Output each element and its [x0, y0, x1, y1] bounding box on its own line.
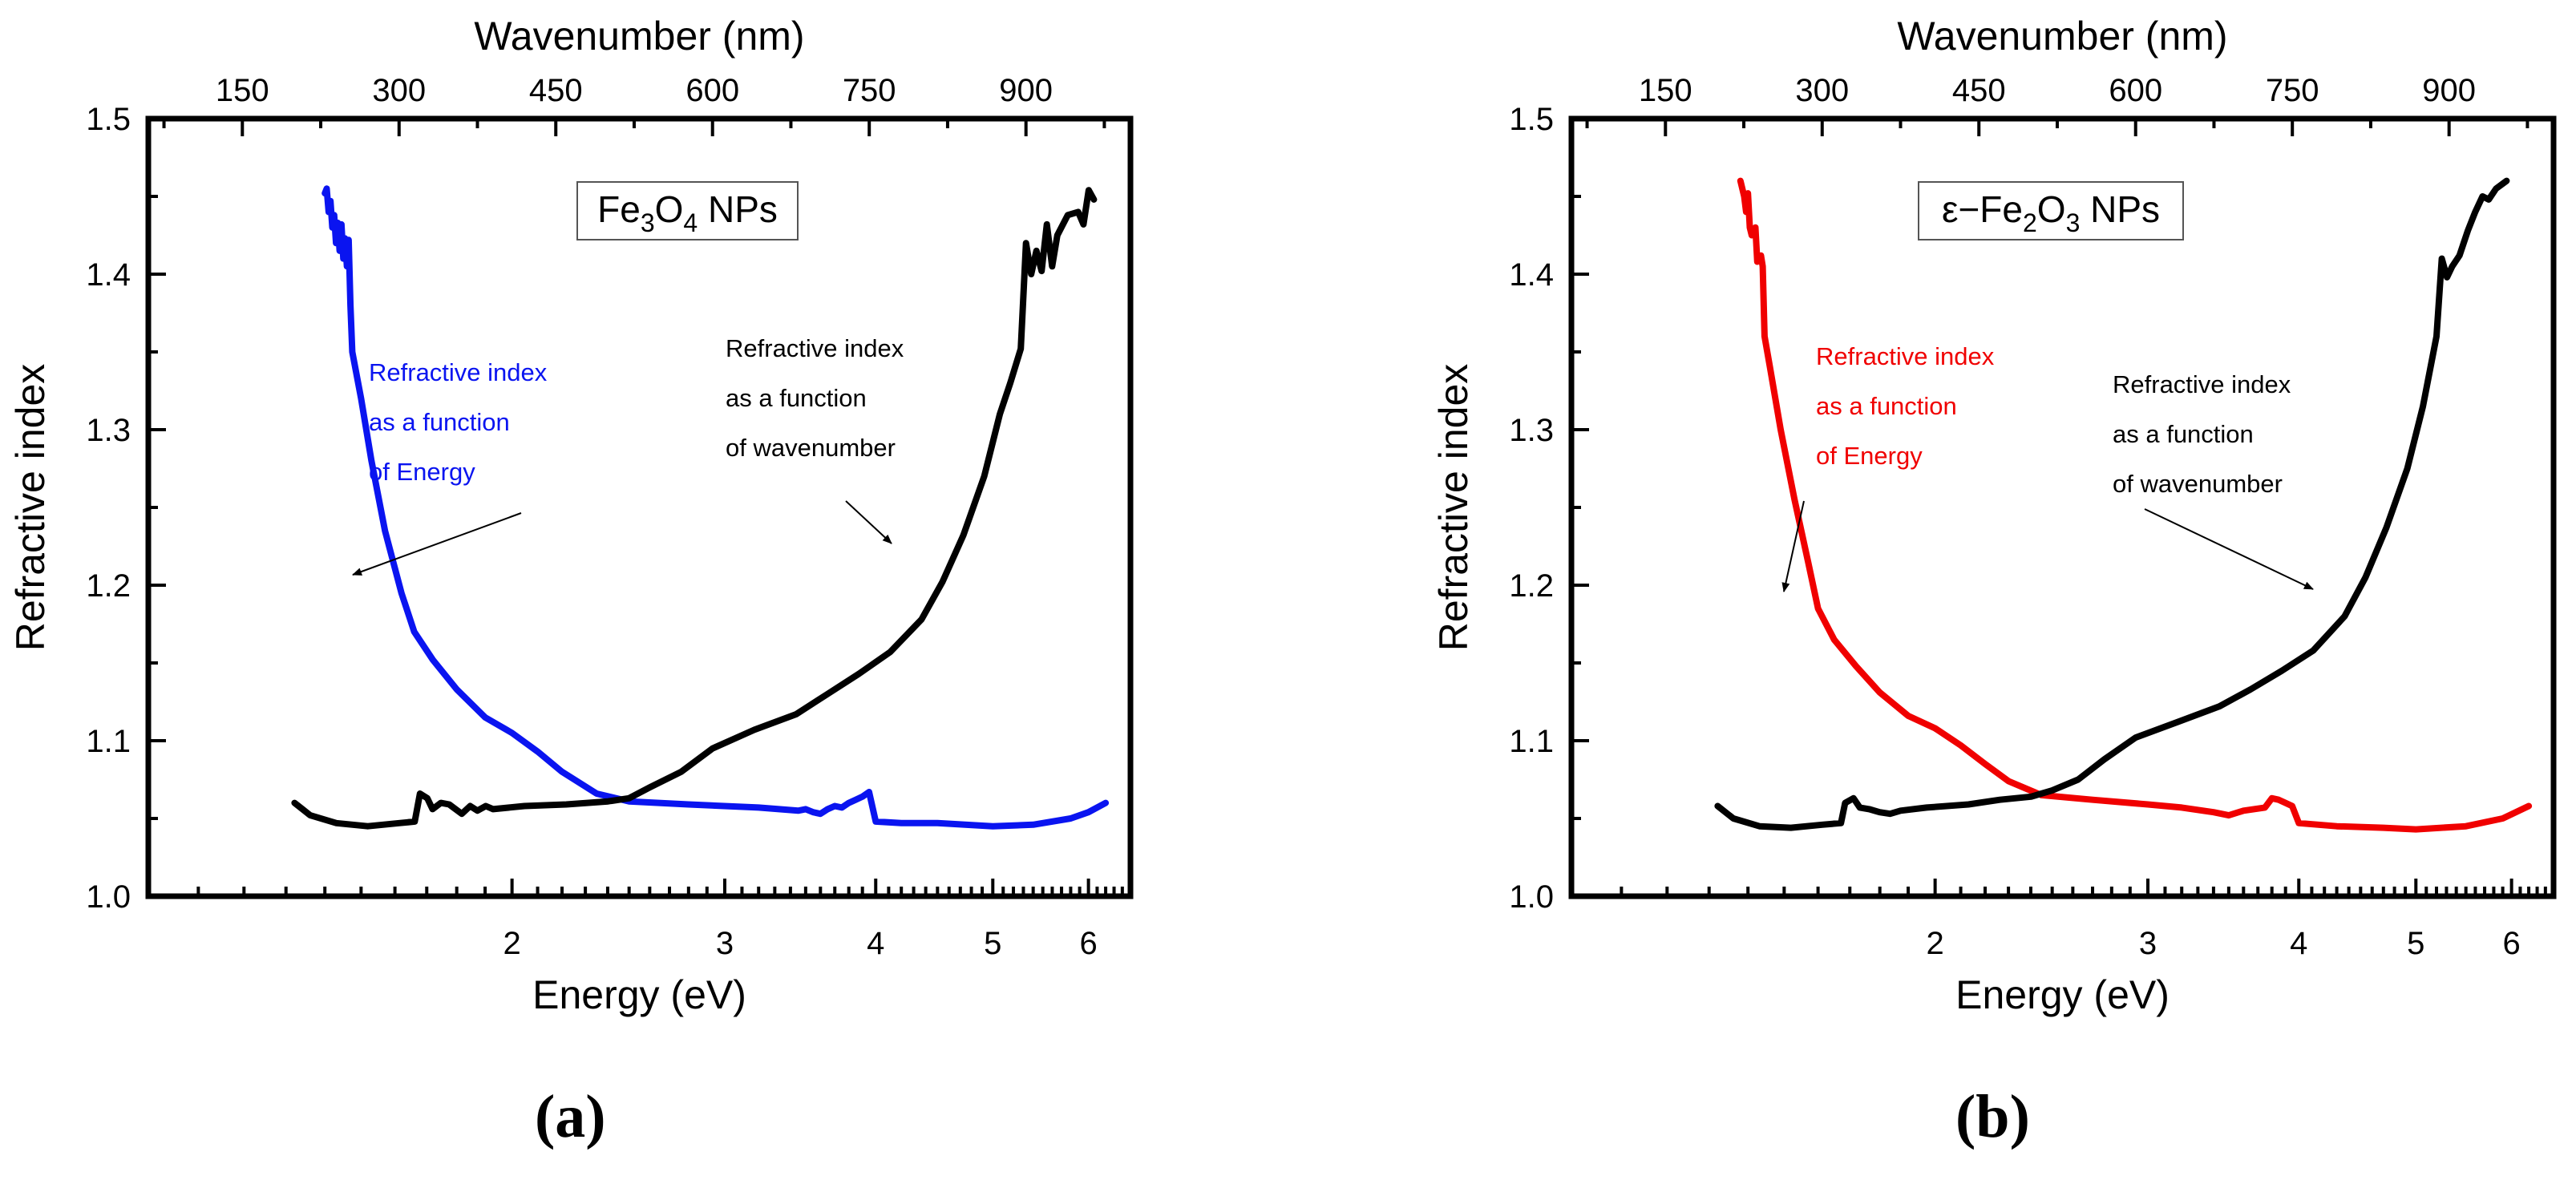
x-tick-label: 6 — [1079, 926, 1097, 961]
annotation-text: as a function — [2113, 420, 2254, 448]
y-tick-label: 1.1 — [1509, 724, 1554, 759]
x2-tick-label: 300 — [1795, 73, 1849, 108]
annotation-text: of Energy — [369, 458, 475, 486]
panel-label-a: (a) — [535, 1083, 606, 1150]
annotation-text: Refractive index — [369, 358, 548, 386]
x-tick-label: 5 — [984, 926, 1001, 961]
y-tick-label: 1.0 — [86, 879, 131, 915]
legend-box — [1918, 181, 2184, 240]
x2-tick-label: 600 — [2109, 73, 2162, 108]
y-tick-label: 1.5 — [1509, 102, 1554, 137]
legend-label: ε−Fe2O3 NPs — [1942, 188, 2160, 237]
x-axis-label: Energy (eV) — [532, 972, 746, 1017]
y-tick-label: 1.5 — [86, 102, 131, 137]
chart-panel-b: 2 3 4 5 6 150 300 450 600 750 900 1.0 1.1 1.2 1.3 1.4 1.… — [1431, 14, 2557, 1017]
chart-panel-a: 2 3 4 5 6 150 300 450 600 750 900 1.0 1.1 1.2 1.3 1.4 1.… — [8, 14, 1134, 1017]
y-tick-label: 1.2 — [1509, 568, 1554, 604]
annotation-text: of Energy — [1816, 442, 1923, 470]
x2-tick-label: 150 — [216, 73, 269, 108]
y-tick-label: 1.3 — [86, 413, 131, 448]
x2-tick-label: 900 — [999, 73, 1053, 108]
y-tick-label: 1.1 — [86, 724, 131, 759]
x2-tick-label: 750 — [843, 73, 896, 108]
y-axis-label: Refractive index — [1431, 364, 1476, 652]
annotation-arrow — [845, 500, 892, 544]
y-tick-label: 1.4 — [86, 257, 131, 293]
annotation-arrow — [1781, 500, 1805, 592]
series-line-energy — [321, 185, 1110, 830]
x2-tick-label: 600 — [685, 73, 739, 108]
annotation-text: of wavenumber — [2113, 470, 2283, 498]
annotation-text: Refractive index — [2113, 370, 2291, 398]
x-tick-label: 4 — [2290, 926, 2307, 961]
x2-tick-label: 150 — [1639, 73, 1692, 108]
x-tick-label: 4 — [867, 926, 884, 961]
x2-tick-label: 450 — [529, 73, 583, 108]
annotation-text: of wavenumber — [726, 434, 896, 462]
annotation-text: as a function — [369, 408, 510, 436]
annotation-text: as a function — [1816, 392, 1957, 420]
y-tick-label: 1.2 — [86, 568, 131, 604]
series-line-wavenumber — [1714, 177, 2510, 831]
x2-tick-label: 450 — [1952, 73, 2006, 108]
x2-axis-label: Wavenumber (nm) — [1897, 14, 2227, 59]
annotation-arrow — [352, 512, 522, 576]
legend-label: Fe3O4 NPs — [597, 188, 778, 237]
x-tick-label: 2 — [1927, 926, 1944, 961]
x2-tick-label: 750 — [2266, 73, 2319, 108]
x2-axis-label: Wavenumber (nm) — [474, 14, 804, 59]
annotation-arrow — [2144, 508, 2314, 590]
x-tick-label: 2 — [503, 926, 521, 961]
x-tick-label: 6 — [2502, 926, 2520, 961]
y-tick-label: 1.3 — [1509, 413, 1554, 448]
y-tick-label: 1.0 — [1509, 879, 1554, 915]
panel-label-b: (b) — [1955, 1083, 2030, 1150]
x-tick-label: 3 — [716, 926, 734, 961]
annotation-text: as a function — [726, 384, 867, 412]
y-axis-label: Refractive index — [8, 364, 53, 652]
y-tick-label: 1.4 — [1509, 257, 1554, 293]
series-line-energy — [1737, 177, 2533, 833]
series-line-wavenumber — [291, 187, 1098, 830]
x-tick-label: 3 — [2139, 926, 2157, 961]
x-tick-label: 5 — [2407, 926, 2424, 961]
annotation-text: Refractive index — [726, 334, 904, 362]
x2-tick-label: 300 — [372, 73, 426, 108]
annotation-text: Refractive index — [1816, 342, 1995, 370]
x-axis-label: Energy (eV) — [1955, 972, 2170, 1017]
legend-box — [576, 181, 799, 240]
x2-tick-label: 900 — [2422, 73, 2476, 108]
